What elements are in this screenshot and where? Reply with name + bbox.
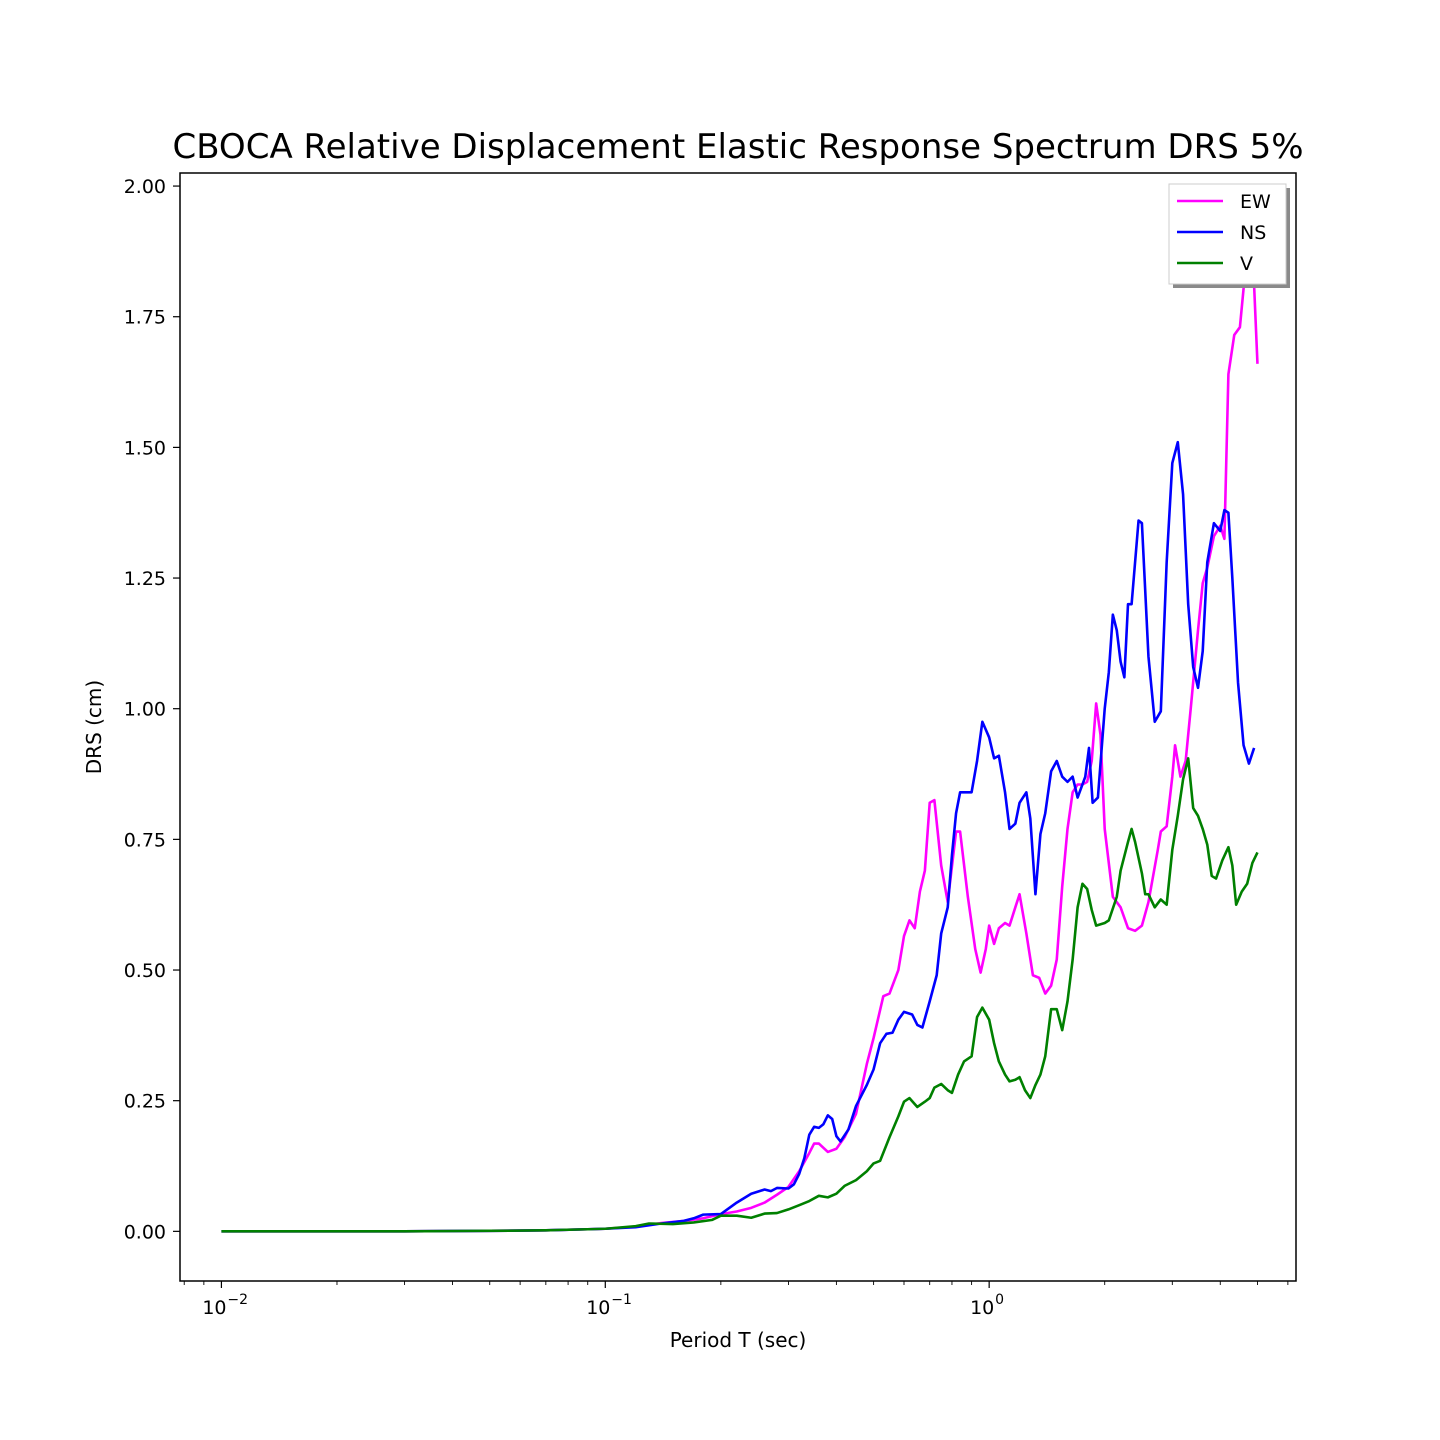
y-tick-label: 1.50 bbox=[124, 437, 166, 459]
x-tick-exponent: 0 bbox=[995, 1292, 1004, 1308]
x-axis-label: Period T (sec) bbox=[670, 1328, 807, 1352]
x-tick-exponent: −2 bbox=[227, 1292, 248, 1308]
y-tick-label: 1.00 bbox=[124, 699, 166, 721]
chart-title: CBOCA Relative Displacement Elastic Resp… bbox=[172, 127, 1303, 167]
plot-frame bbox=[179, 172, 1297, 1282]
y-tick-label: 1.25 bbox=[124, 568, 166, 590]
y-axis-label: DRS (cm) bbox=[82, 680, 106, 774]
x-tick-exponent: −1 bbox=[611, 1292, 632, 1308]
x-tick-label: 10 bbox=[586, 1297, 610, 1319]
series-line-v bbox=[221, 757, 1259, 1233]
legend: EW NS V bbox=[1168, 183, 1290, 288]
x-axis: 10 −2 10 −1 10 0 bbox=[183, 1281, 1289, 1319]
legend-label: EW bbox=[1240, 191, 1271, 213]
series-layer bbox=[221, 234, 1259, 1233]
series-line-ew bbox=[221, 234, 1259, 1233]
y-axis: 0.00 0.25 0.50 0.75 1.00 1.25 1.50 1.75 2.00 bbox=[124, 176, 180, 1243]
legend-label: V bbox=[1240, 253, 1253, 275]
y-tick-label: 0.00 bbox=[124, 1221, 166, 1243]
y-tick-label: 1.75 bbox=[124, 307, 166, 329]
x-tick-label: 10 bbox=[202, 1297, 226, 1319]
x-tick-label: 10 bbox=[970, 1297, 994, 1319]
y-tick-label: 0.50 bbox=[124, 960, 166, 982]
y-tick-label: 0.75 bbox=[124, 829, 166, 851]
legend-label: NS bbox=[1240, 222, 1266, 244]
y-tick-label: 2.00 bbox=[124, 176, 166, 198]
series-line-ns bbox=[221, 440, 1256, 1233]
y-tick-label: 0.25 bbox=[124, 1091, 166, 1113]
